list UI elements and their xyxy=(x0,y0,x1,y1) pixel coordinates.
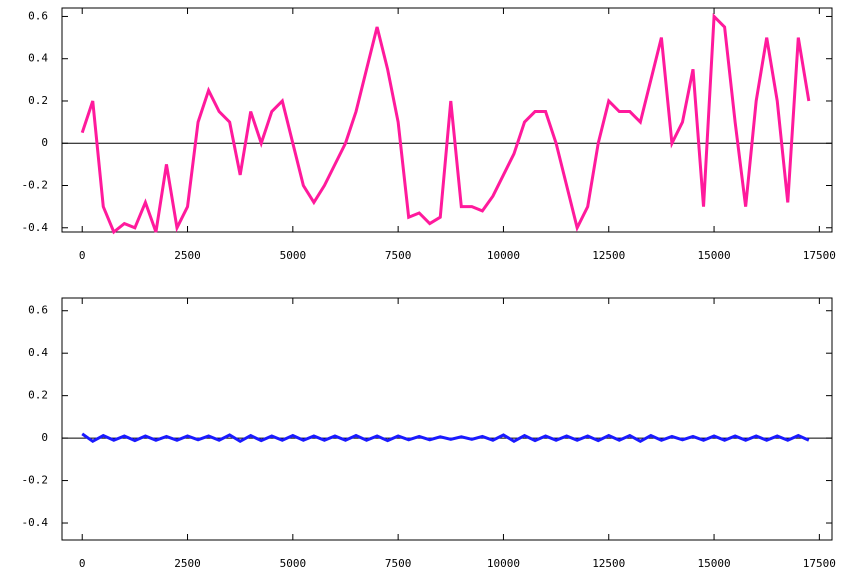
x-tick-label: 12500 xyxy=(592,557,625,567)
y-tick-label: 0.2 xyxy=(28,94,48,107)
data-line xyxy=(80,13,811,235)
data-line xyxy=(81,432,810,444)
x-tick-label: 0 xyxy=(79,249,86,262)
y-tick-label: 0.4 xyxy=(28,346,48,359)
y-tick-label: 0.2 xyxy=(28,389,48,402)
x-tick-label: 12500 xyxy=(592,249,625,262)
y-tick-label: 0.6 xyxy=(28,304,48,317)
y-tick-label: 0 xyxy=(41,136,48,149)
y-tick-label: -0.4 xyxy=(22,221,49,234)
y-tick-label: -0.2 xyxy=(22,474,49,487)
x-tick-label: 5000 xyxy=(280,557,307,567)
x-tick-label: 7500 xyxy=(385,249,412,262)
x-tick-label: 10000 xyxy=(487,249,520,262)
plot-frame xyxy=(61,297,833,541)
x-tick-label: 15000 xyxy=(697,249,730,262)
y-tick-label: 0.6 xyxy=(28,9,48,22)
x-tick-label: 7500 xyxy=(385,557,412,567)
y-tick-label: -0.2 xyxy=(22,179,49,192)
x-tick-label: 17500 xyxy=(803,249,836,262)
y-tick-label: 0 xyxy=(41,431,48,444)
y-tick-label: 0.4 xyxy=(28,52,48,65)
x-tick-label: 15000 xyxy=(697,557,730,567)
x-tick-label: 2500 xyxy=(174,557,201,567)
x-tick-label: 2500 xyxy=(174,249,201,262)
x-tick-label: 0 xyxy=(79,557,86,567)
x-tick-label: 5000 xyxy=(280,249,307,262)
y-tick-label: -0.4 xyxy=(22,516,49,529)
x-tick-label: 10000 xyxy=(487,557,520,567)
x-tick-label: 17500 xyxy=(803,557,836,567)
plot-frame xyxy=(61,7,833,233)
